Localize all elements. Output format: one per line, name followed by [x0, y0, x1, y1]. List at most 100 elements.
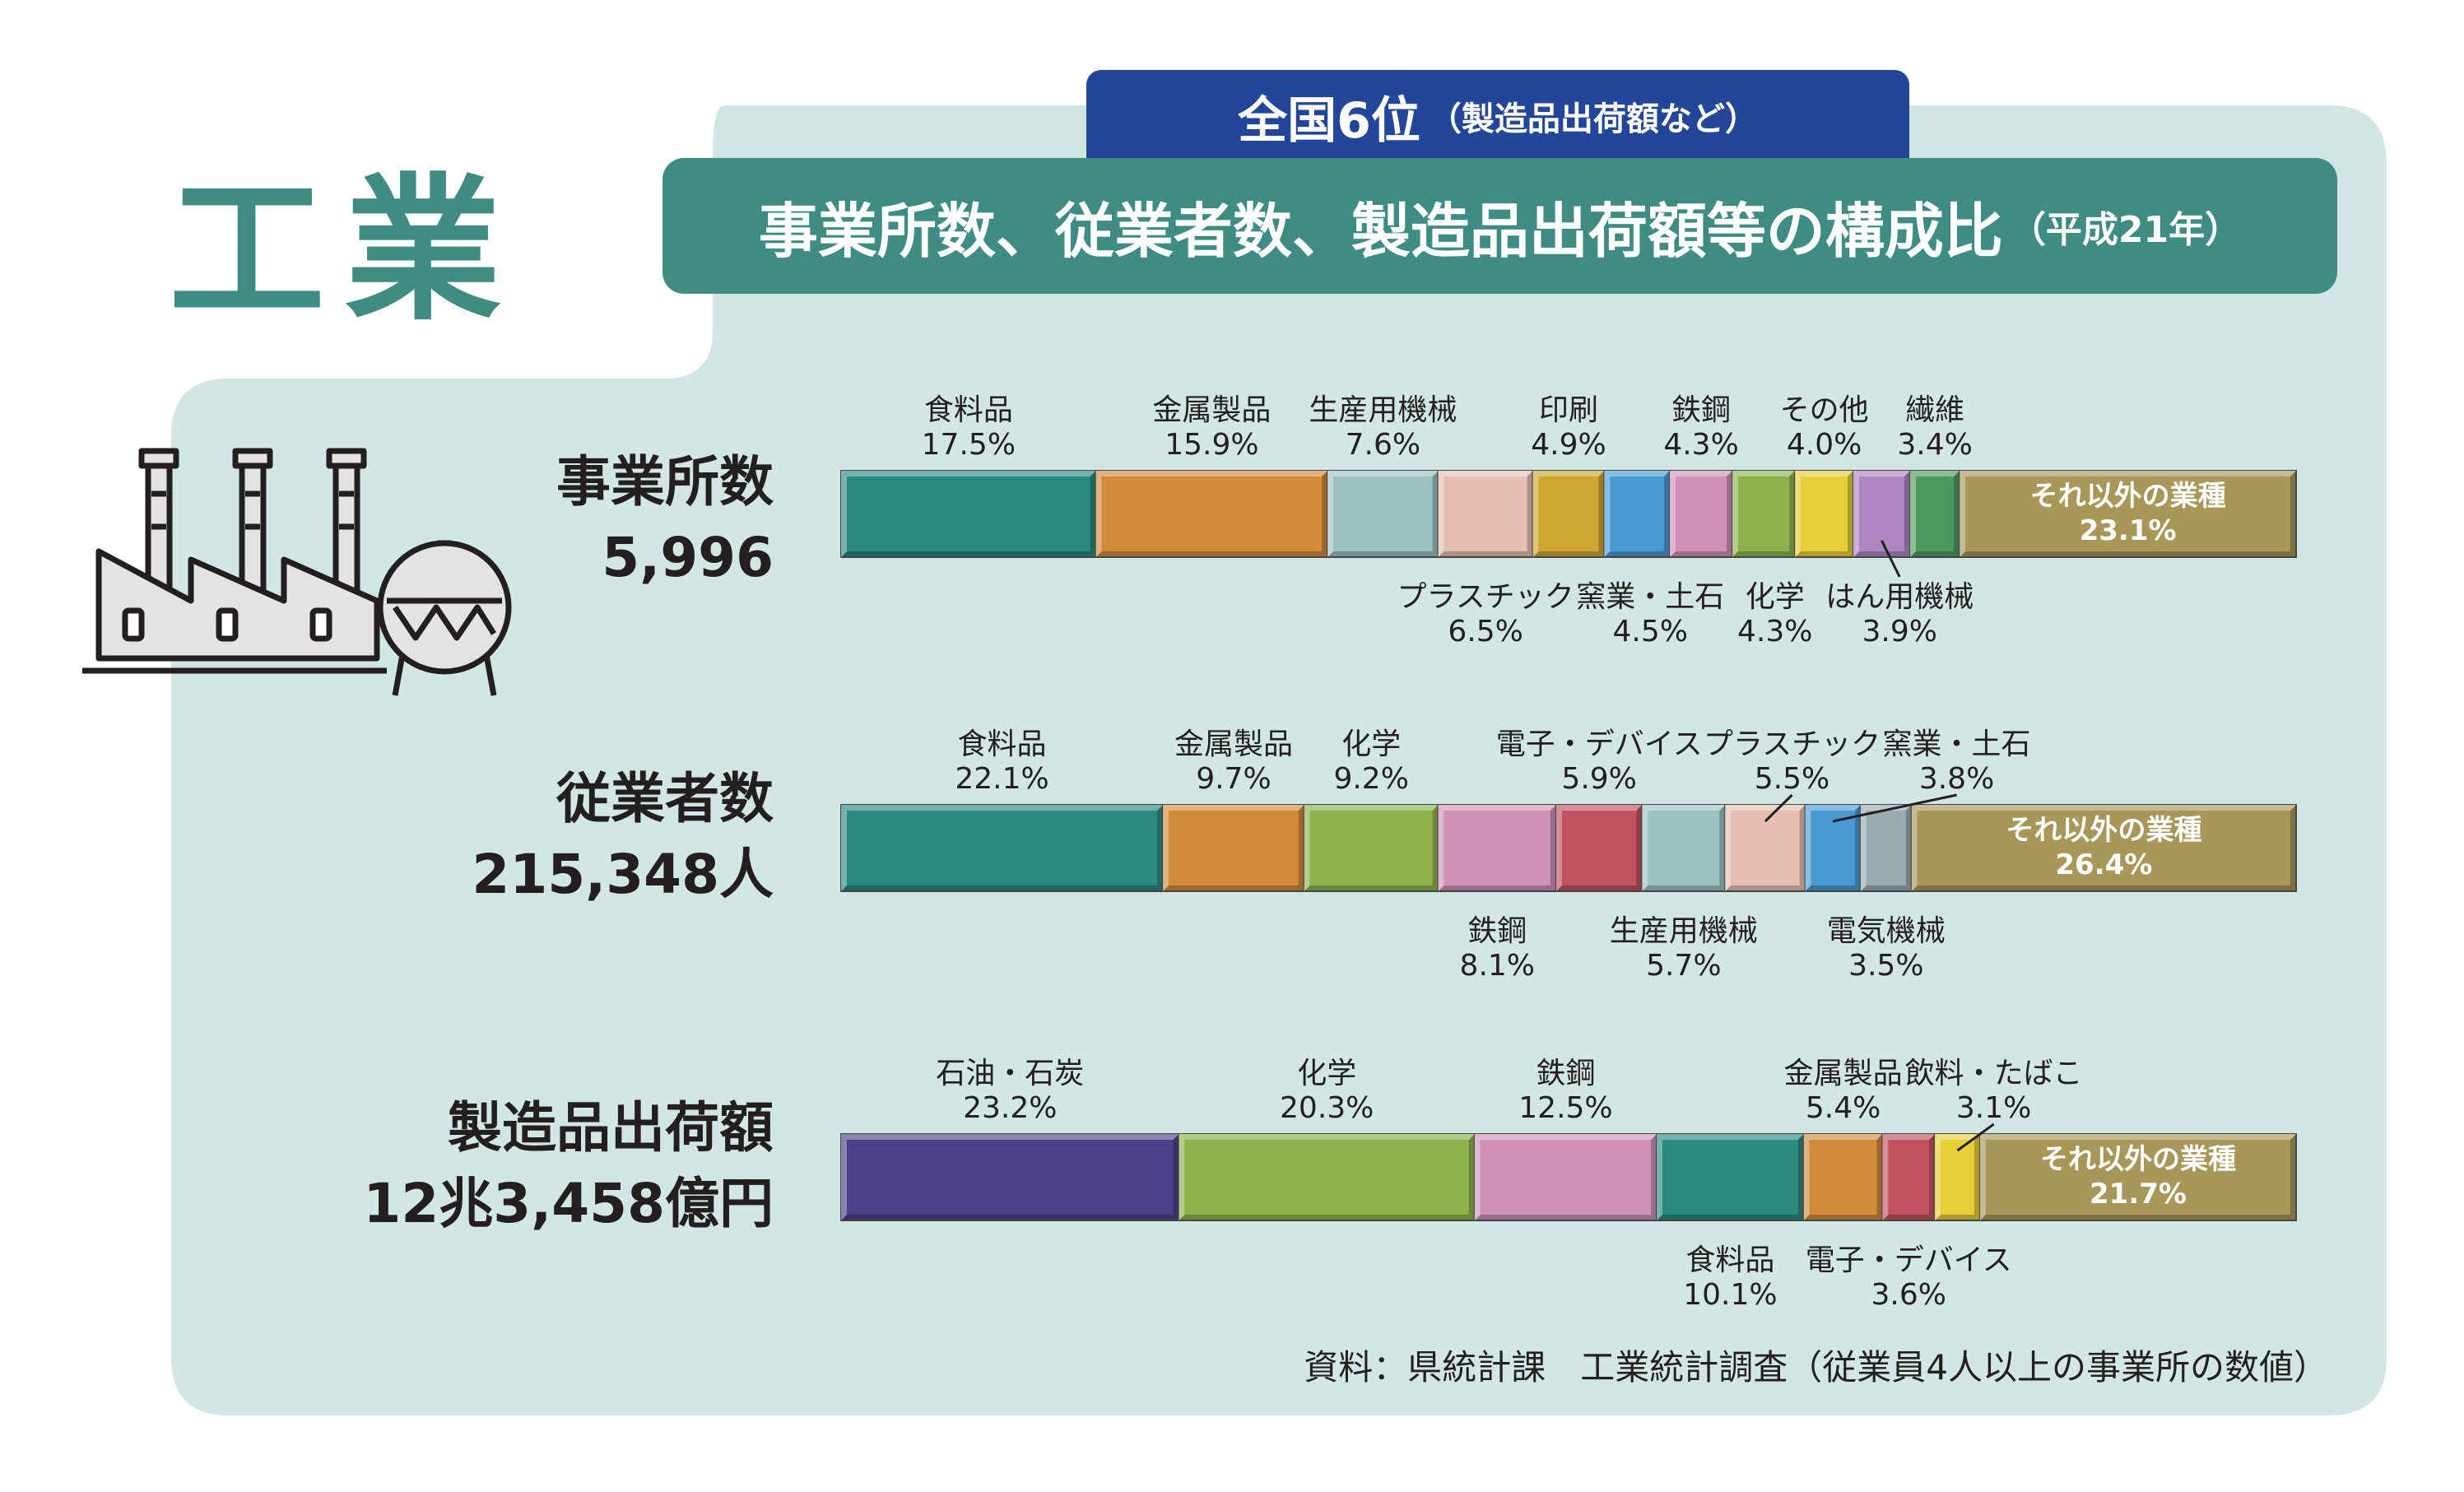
chart-title: 事業所数、従業者数、製造品出荷額等の構成比	[758, 197, 2003, 266]
segment-value: 7.6%	[1346, 428, 1420, 462]
segment-label: 電子・デバイス	[1806, 1243, 2012, 1277]
bar-segment	[1910, 804, 2297, 892]
segment-value: 8.1%	[1460, 949, 1535, 983]
segment-value: 20.3%	[1280, 1091, 1374, 1125]
bar-segment	[1859, 804, 1913, 892]
segment-value: 23.1%	[2080, 514, 2177, 547]
row-label-shipments: 製造品出荷額 12兆3,458億円	[346, 1090, 774, 1242]
segment-label: 飲料・たばこ	[1905, 1057, 2083, 1090]
rank-sub-text: （製造品出荷額など）	[1428, 100, 1758, 138]
segment-value: 3.5%	[1848, 949, 1923, 983]
bar-segment	[1178, 1133, 1476, 1221]
bar-segment	[1437, 804, 1557, 892]
segment-label: 電子・デバイス	[1496, 727, 1703, 761]
segment-label: 金属製品	[1152, 393, 1271, 427]
segment-label: 電気機械	[1827, 914, 1946, 948]
bar-segment	[1437, 470, 1534, 558]
rank-main-text: 全国6位	[1238, 91, 1420, 150]
bar-segment	[1303, 804, 1439, 892]
bar-segment	[840, 1133, 1180, 1221]
segment-label: プラスチック	[1397, 580, 1574, 614]
row-name: 製造品出荷額	[448, 1096, 774, 1160]
segment-value: 9.2%	[1333, 762, 1408, 796]
leader-line	[1764, 793, 1793, 823]
segment-value: 5.7%	[1646, 949, 1721, 983]
segment-value: 22.1%	[955, 762, 1048, 796]
segment-label: 金属製品	[1174, 727, 1293, 761]
bar-segment	[1881, 1133, 1936, 1221]
bar-segment	[1668, 470, 1734, 558]
segment-value: 4.3%	[1663, 428, 1738, 462]
segment-label: 生産用機械	[1309, 393, 1457, 427]
segment-label: 窯業・土石	[1576, 580, 1724, 614]
segment-value: 3.8%	[1919, 762, 1994, 796]
bar-segment	[1724, 804, 1806, 892]
row-total: 12兆3,458億円	[363, 1172, 774, 1235]
bar-segment	[1909, 470, 1961, 558]
segment-label: 金属製品	[1784, 1057, 1903, 1090]
bar-segment	[1732, 470, 1797, 558]
segment-value: 17.5%	[922, 428, 1016, 462]
bar-segment	[1555, 804, 1643, 892]
chart-title-year: （平成21年）	[2009, 208, 2242, 251]
bar-segment	[840, 804, 1165, 892]
row-name: 従業者数	[556, 767, 774, 830]
bar-segment	[1473, 1133, 1658, 1221]
bar-segment	[1794, 470, 1854, 558]
segment-label: 石油・石炭	[936, 1057, 1084, 1090]
rank-badge: 全国6位 （製造品出荷額など）	[1086, 70, 1909, 162]
segment-label: 印刷	[1539, 393, 1598, 427]
segment-value: 4.5%	[1612, 615, 1687, 648]
leader-line	[1881, 540, 1901, 578]
segment-value: 5.9%	[1561, 762, 1636, 796]
segment-value: 3.6%	[1871, 1278, 1946, 1312]
source-note: 資料：県統計課 工業統計調査（従業員4人以上の事業所の数値）	[1304, 1347, 2328, 1387]
bar-segment	[1852, 470, 1912, 558]
segment-label: 食料品	[924, 393, 1013, 427]
segment-label: 化学	[1341, 727, 1401, 761]
segment-label: それ以外の業種	[2030, 480, 2226, 513]
segment-value: 6.5%	[1448, 615, 1523, 648]
segment-value: 23.2%	[963, 1091, 1057, 1125]
segment-value: 21.7%	[2090, 1178, 2187, 1211]
factory-icon	[82, 448, 512, 696]
leader-line	[1832, 793, 1957, 823]
bar-segment	[1802, 1133, 1884, 1221]
bar-segment	[1327, 470, 1439, 558]
segment-label: その他	[1780, 393, 1869, 427]
segment-value: 4.9%	[1531, 428, 1606, 462]
bar-segment	[1532, 470, 1606, 558]
row-label-establishments: 事業所数 5,996	[346, 444, 774, 596]
segment-label: 化学	[1746, 580, 1805, 614]
segment-label: 窯業・土石	[1883, 727, 2031, 761]
bar-segment	[1603, 470, 1671, 558]
bar-segment	[1656, 1133, 1805, 1221]
segment-label: 化学	[1297, 1057, 1356, 1090]
segment-value: 5.4%	[1806, 1091, 1881, 1125]
chart-title-bar: 事業所数、従業者数、製造品出荷額等の構成比 （平成21年）	[662, 158, 2337, 294]
bar-segment	[1162, 804, 1305, 892]
row-total: 215,348人	[472, 843, 774, 906]
bar-segment	[1959, 470, 2297, 558]
segment-label: 繊維	[1905, 393, 1964, 427]
bar-segment	[840, 470, 1097, 558]
segment-label: プラスチック	[1704, 727, 1881, 761]
row-total: 5,996	[602, 526, 774, 589]
row-name: 事業所数	[556, 450, 774, 514]
segment-value: 3.9%	[1862, 615, 1936, 648]
segment-value: 4.3%	[1737, 615, 1812, 648]
segment-value: 3.4%	[1897, 428, 1972, 462]
segment-label: 生産用機械	[1610, 914, 1758, 948]
bar-segment	[1095, 470, 1329, 558]
segment-value: 5.5%	[1755, 762, 1829, 796]
segment-label: 鉄鋼	[1671, 393, 1731, 427]
bar-segment	[1804, 804, 1862, 892]
bar-segment	[1978, 1133, 2297, 1221]
bar-segment	[1934, 1133, 1981, 1221]
segment-label: それ以外の業種	[2006, 814, 2201, 847]
segment-value: 3.1%	[1956, 1091, 2031, 1125]
segment-value: 9.7%	[1196, 762, 1271, 796]
segment-value: 10.1%	[1683, 1278, 1777, 1312]
